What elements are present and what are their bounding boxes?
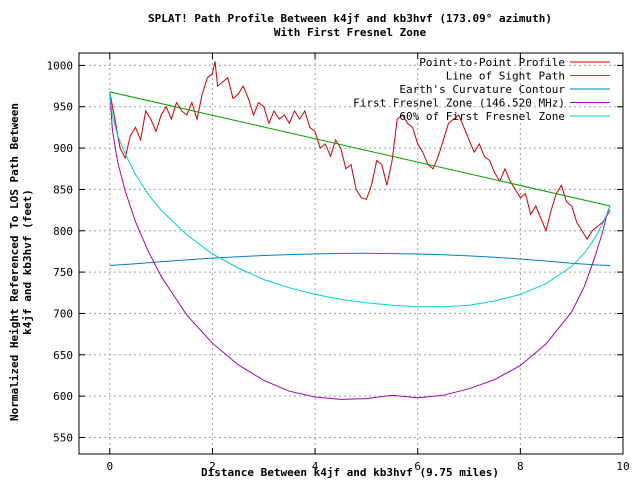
x-tick-label: 6 xyxy=(414,460,421,473)
legend-label: Point-to-Point Profile xyxy=(419,56,565,69)
x-tick-label: 4 xyxy=(312,460,319,473)
y-tick-label: 800 xyxy=(53,225,73,238)
legend-label: 60% of First Fresnel Zone xyxy=(399,110,565,123)
y-axis-label: Normalized Height Referenced To LOS Path… xyxy=(8,103,21,421)
x-tick-label: 8 xyxy=(517,460,524,473)
y-tick-label: 900 xyxy=(53,142,73,155)
y-tick-label: 600 xyxy=(53,390,73,403)
legend-label: Earth's Curvature Contour xyxy=(399,83,565,96)
plot-frame xyxy=(78,52,624,455)
legend-label: First Fresnel Zone (146.520 MHz) xyxy=(353,97,565,110)
x-tick-label: 0 xyxy=(106,460,113,473)
legend-label: Line of Sight Path xyxy=(446,70,565,83)
chart-title-group: SPLAT! Path Profile Between k4jf and kb3… xyxy=(148,12,552,39)
series-line-of-sight-path xyxy=(109,91,611,207)
y-axis-label-line2: k4jf and kb3hvf (feet) xyxy=(21,189,34,335)
y-tick-label: 700 xyxy=(53,307,73,320)
axis-ticks: 550 600 650 700 750 800 850 900 950 1000 0 2 4 6 8 10 xyxy=(47,53,630,473)
chart-subtitle: With First Fresnel Zone xyxy=(274,26,427,39)
x-axis-label: Distance Between k4jf and kb3hvf (9.75 m… xyxy=(201,466,499,479)
y-tick-label: 1000 xyxy=(47,59,74,72)
series-earth-s-curvature-contour xyxy=(109,252,611,266)
y-tick-label: 750 xyxy=(53,266,73,279)
x-tick-label: 10 xyxy=(616,460,629,473)
series-60-of-first-fresnel-zone xyxy=(109,91,611,308)
y-tick-label: 850 xyxy=(53,183,73,196)
y-tick-label: 950 xyxy=(53,101,73,114)
series-point-to-point-profile xyxy=(109,61,611,240)
x-tick-label: 2 xyxy=(209,460,216,473)
series-lines xyxy=(109,61,611,400)
y-tick-label: 650 xyxy=(53,349,73,362)
series-first-fresnel-zone-146-520-mhz xyxy=(109,91,611,400)
y-tick-label: 550 xyxy=(53,431,73,444)
chart-title: SPLAT! Path Profile Between k4jf and kb3… xyxy=(148,12,552,25)
